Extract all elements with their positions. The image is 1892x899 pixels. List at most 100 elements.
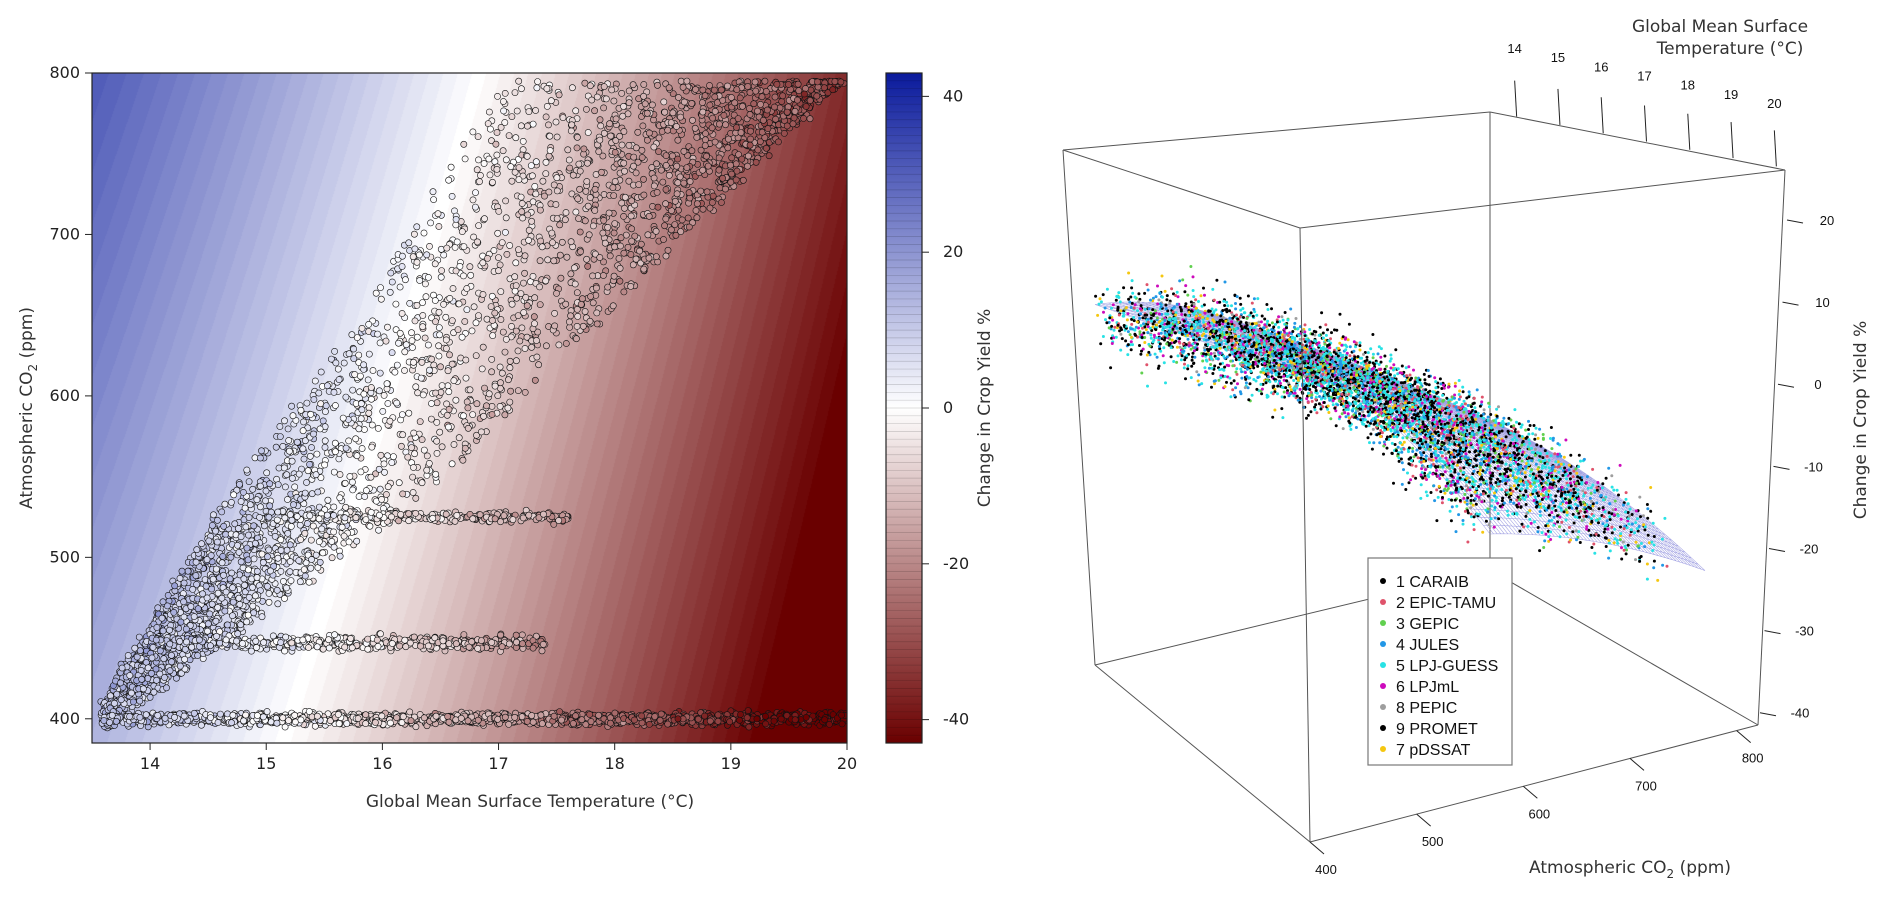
data-point [546,132,554,140]
data-point [283,584,290,592]
data-point [336,552,344,560]
data-point [506,357,514,365]
data-point [410,230,418,238]
data-point [501,90,509,97]
data-point [739,102,746,110]
data-point [746,111,754,118]
data-point [669,109,677,117]
data-point [461,318,469,325]
data-point [354,715,362,722]
data-point [237,558,245,566]
data-point [802,85,809,92]
data-point [431,260,439,268]
data-point [362,487,370,494]
data-point [491,309,499,317]
data-point [548,229,556,237]
data-point [549,239,556,246]
data-point [569,720,577,727]
data-point [240,717,247,725]
data-point [197,721,205,729]
data-point [662,161,670,169]
data-point [706,82,713,89]
data-point [575,215,582,222]
data-point [826,721,833,728]
data-point [376,369,384,377]
data-point [498,369,506,377]
data-point [266,480,274,488]
data-point [475,156,482,164]
data-point [308,444,315,451]
data-point [567,238,575,246]
data-point [241,581,248,589]
data-point [557,274,565,282]
data-point [515,77,523,85]
data-point [556,221,564,229]
data-point [256,503,264,511]
data-point [764,106,771,114]
data-point [431,297,439,304]
data-point [716,120,723,128]
data-point [266,567,274,575]
data-point [543,342,550,350]
data-point [489,178,496,186]
data-point [726,718,734,726]
data-point [657,710,665,718]
data-point [685,189,693,197]
data-point [477,428,485,436]
data-point [106,719,113,726]
data-point [506,364,514,372]
data-point [300,566,308,573]
data-point [737,129,745,136]
data-point [724,144,732,152]
data-point [736,94,744,102]
data-point [366,522,374,530]
data-point [446,294,454,302]
data-point [336,471,344,478]
data-point [754,146,762,154]
data-point [201,576,209,583]
data-point [111,699,118,707]
data-point [432,712,440,720]
data-point [680,179,688,187]
data-point [762,144,770,152]
data-point [227,498,235,506]
data-point [583,106,590,113]
data-point [579,322,587,330]
data-point [276,433,284,440]
data-point [503,250,511,258]
data-point [611,243,618,251]
data-point [460,412,467,420]
data-point [566,318,573,326]
data-point [229,711,237,719]
data-point [582,187,590,195]
data-point [444,382,452,390]
data-point [286,541,294,549]
data-point [466,263,474,271]
data-point [420,446,428,454]
data-point [207,714,214,721]
data-point [493,129,501,136]
data-point [564,146,572,154]
data-point [310,430,317,438]
data-point [555,91,563,99]
data-point [552,201,560,208]
data-point [562,209,570,216]
data-point [640,191,648,199]
data-point [438,267,445,274]
data-point [258,447,265,455]
data-point [414,389,421,397]
data-point [428,400,435,407]
data-point [235,594,243,602]
data-point [683,77,691,85]
data-point [508,177,516,185]
data-point [251,592,259,600]
data-point [159,627,167,635]
data-point [550,712,558,720]
data-point [470,303,478,311]
data-point [314,488,322,496]
data-point [471,203,479,211]
data-point [655,148,662,155]
data-point [423,452,431,460]
data-point [558,238,566,246]
data-point [413,301,421,309]
